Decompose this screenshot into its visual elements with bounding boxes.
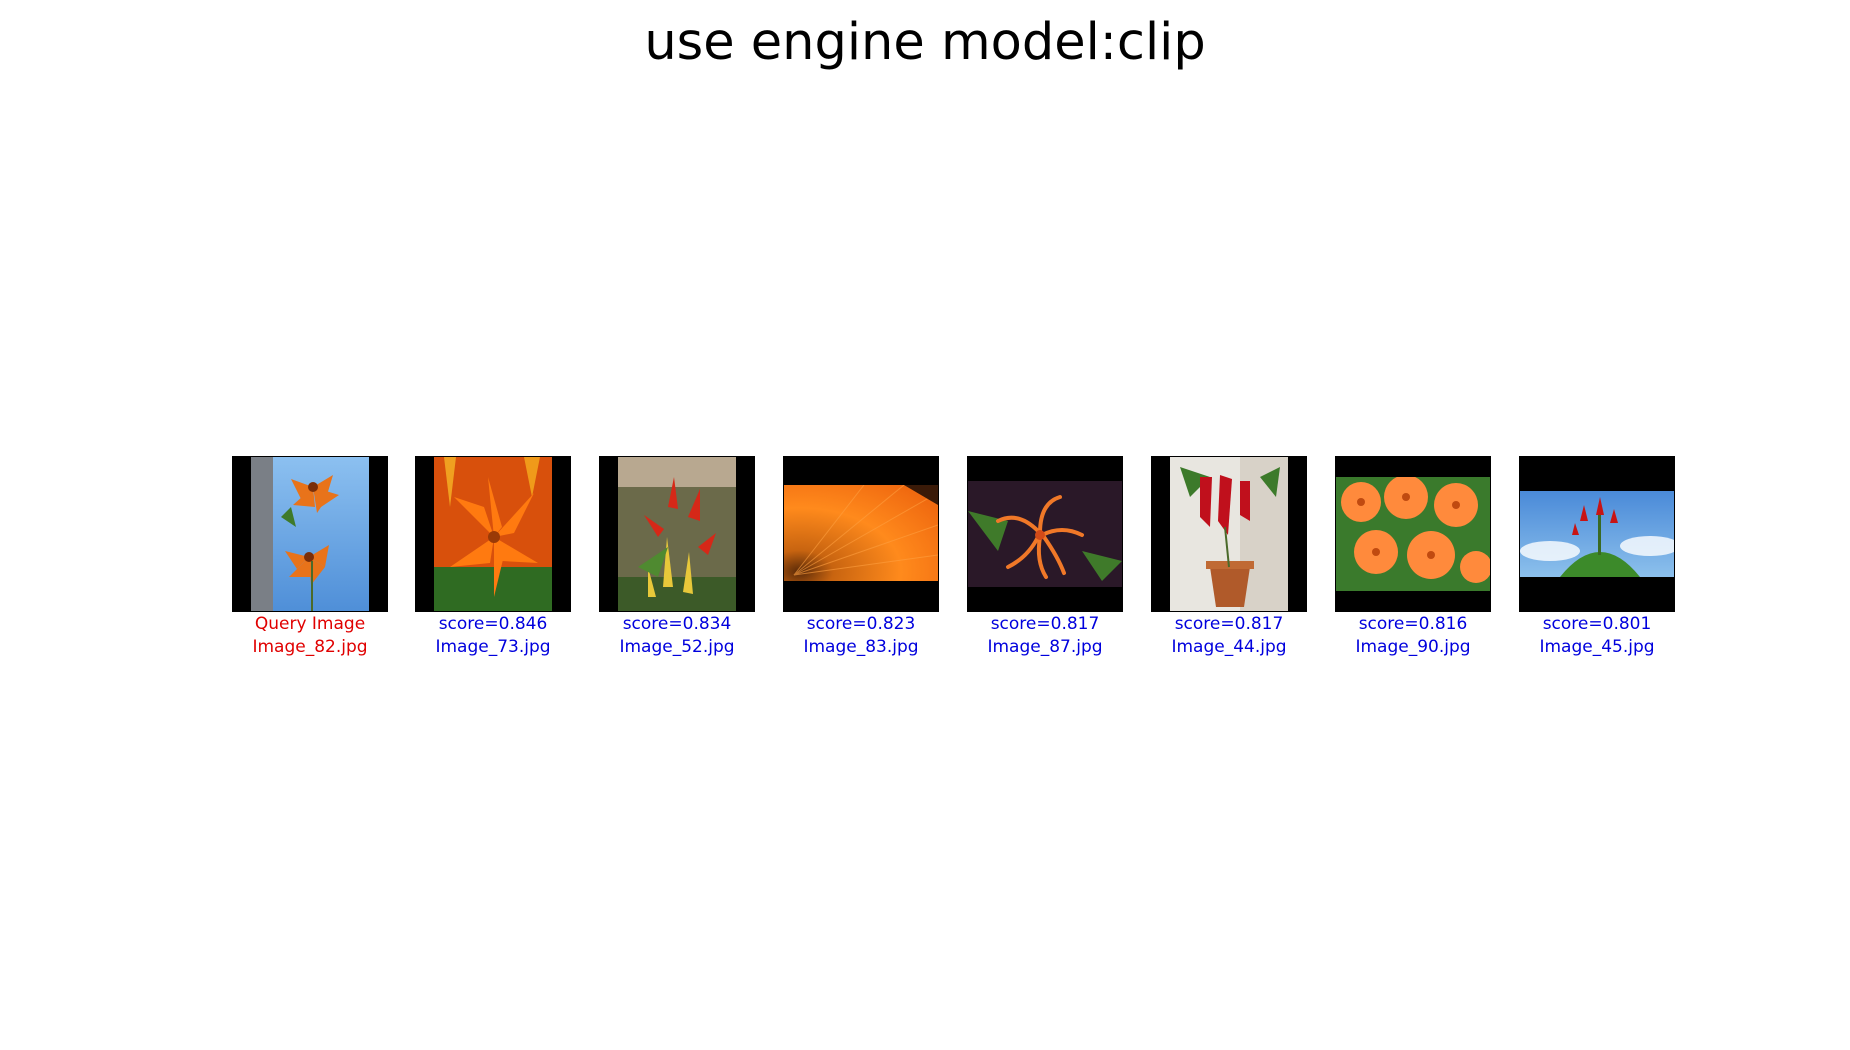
query-filename: Image_82.jpg	[252, 637, 368, 657]
result-photo	[1170, 457, 1288, 611]
result-tile[interactable]: score=0.816 Image_90.jpg	[1335, 456, 1491, 658]
result-thumbnail[interactable]	[967, 456, 1123, 612]
result-tile[interactable]: score=0.823 Image_83.jpg	[783, 456, 939, 658]
result-thumbnail[interactable]	[1151, 456, 1307, 612]
results-gallery: Query Image Image_82.jpg score=0.84	[0, 456, 1850, 658]
result-photo	[1336, 477, 1490, 591]
result-thumbnail[interactable]	[783, 456, 939, 612]
result-thumbnail[interactable]	[1335, 456, 1491, 612]
result-filename: Image_83.jpg	[803, 637, 919, 657]
result-tile[interactable]: score=0.846 Image_73.jpg	[415, 456, 571, 658]
result-photo	[1520, 491, 1674, 577]
query-label: Query Image	[254, 614, 366, 634]
result-thumbnail[interactable]	[599, 456, 755, 612]
result-tile[interactable]: score=0.817 Image_87.jpg	[967, 456, 1123, 658]
result-score: score=0.823	[806, 614, 916, 634]
query-thumbnail[interactable]	[232, 456, 388, 612]
result-tile[interactable]: score=0.801 Image_45.jpg	[1519, 456, 1675, 658]
result-filename: Image_45.jpg	[1539, 637, 1655, 657]
result-score: score=0.817	[1174, 614, 1284, 634]
result-photo	[784, 485, 938, 581]
result-filename: Image_87.jpg	[987, 637, 1103, 657]
result-thumbnail[interactable]	[415, 456, 571, 612]
result-score: score=0.834	[622, 614, 732, 634]
result-filename: Image_73.jpg	[435, 637, 551, 657]
result-score: score=0.846	[438, 614, 548, 634]
result-tile[interactable]: score=0.834 Image_52.jpg	[599, 456, 755, 658]
result-score: score=0.816	[1358, 614, 1468, 634]
query-photo	[251, 457, 369, 611]
result-photo	[434, 457, 552, 611]
result-photo	[968, 481, 1122, 587]
result-filename: Image_44.jpg	[1171, 637, 1287, 657]
result-score: score=0.801	[1542, 614, 1652, 634]
result-tile[interactable]: score=0.817 Image_44.jpg	[1151, 456, 1307, 658]
result-score: score=0.817	[990, 614, 1100, 634]
result-photo	[618, 457, 736, 611]
page-title: use engine model:clip	[644, 13, 1206, 72]
query-tile[interactable]: Query Image Image_82.jpg	[232, 456, 388, 658]
result-filename: Image_90.jpg	[1355, 637, 1471, 657]
result-filename: Image_52.jpg	[619, 637, 735, 657]
result-thumbnail[interactable]	[1519, 456, 1675, 612]
